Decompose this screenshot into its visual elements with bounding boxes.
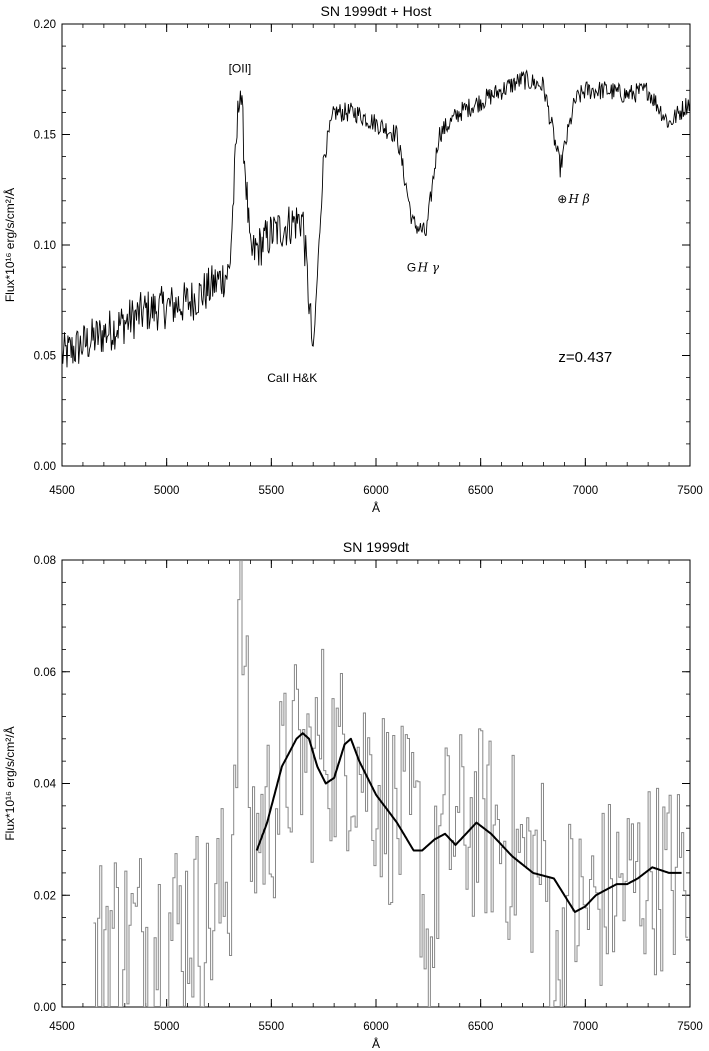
- smoothed-spectrum: [255, 732, 682, 913]
- y-tick-label: 0.08: [34, 555, 56, 567]
- x-tick-label: 4500: [49, 1021, 75, 1033]
- y-tick-label: 0.05: [34, 351, 56, 363]
- y-axis-label: Flux*10¹⁶ erg/s/cm²/Å: [2, 188, 17, 302]
- x-tick-label: 5000: [154, 1021, 180, 1033]
- y-tick-label: 0.00: [34, 1002, 56, 1014]
- y-axis-label: Flux*10¹⁶ erg/s/cm²/Å: [2, 726, 17, 840]
- chart-title: SN 1999dt: [343, 539, 409, 555]
- x-tick-label: 7000: [573, 1021, 599, 1033]
- x-tick-label: 4500: [49, 485, 75, 497]
- y-tick-label: 0.10: [34, 240, 56, 252]
- x-tick-label: 7000: [573, 485, 599, 497]
- line-annotation: H β: [567, 192, 589, 206]
- x-axis-label: Å: [372, 1036, 380, 1051]
- bottom-panel: SN 1999dt 4500 5000 5500 6000 6500 7000 7500 0.0…: [2, 539, 703, 1051]
- histogram-spectrum: [93, 560, 688, 1007]
- y-tick-label: 0.06: [34, 667, 56, 679]
- spectrum-line: [62, 69, 690, 368]
- line-annotation: CaII H&K: [267, 371, 317, 385]
- y-tick-label: 0.20: [34, 19, 56, 31]
- x-axis-label: Å: [372, 500, 380, 515]
- y-tick-label: 0.04: [34, 779, 57, 791]
- y-tick-label: 0.00: [34, 461, 56, 473]
- y-tick-label: 0.02: [34, 890, 56, 902]
- x-tick-label: 7500: [677, 1021, 703, 1033]
- top-panel: SN 1999dt + Host 4500 5000 5500 6000 6500 7000…: [2, 3, 703, 515]
- x-tick-label: 6000: [363, 1021, 389, 1033]
- y-tick-label: 0.15: [34, 130, 56, 142]
- x-tick-label: 7500: [677, 485, 703, 497]
- chart-title: SN 1999dt + Host: [321, 3, 432, 19]
- x-tick-label: 5000: [154, 485, 180, 497]
- line-annotation: z=0.437: [558, 349, 612, 366]
- line-annotation: ⊕: [557, 192, 567, 206]
- line-annotation: G: [407, 261, 416, 275]
- x-tick-label: 6000: [363, 485, 389, 497]
- line-annotation: H γ: [417, 261, 440, 275]
- x-tick-label: 5500: [259, 1021, 285, 1033]
- x-tick-label: 6500: [468, 1021, 494, 1033]
- x-tick-label: 5500: [259, 485, 285, 497]
- line-annotation: [OII]: [229, 62, 252, 76]
- x-tick-label: 6500: [468, 485, 494, 497]
